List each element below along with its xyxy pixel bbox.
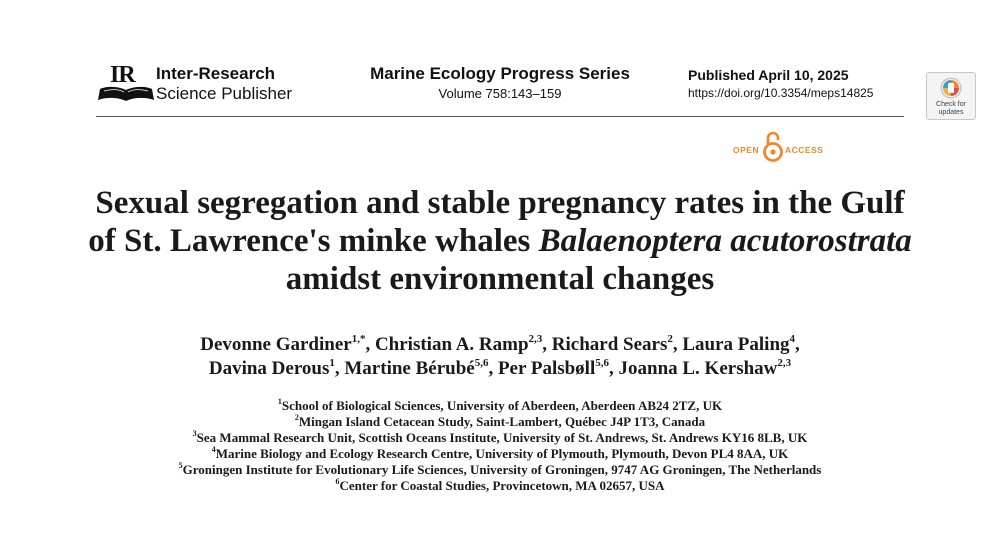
affiliation-text: Sea Mammal Research Unit, Scottish Ocean… xyxy=(196,430,808,445)
affiliation-number: 2 xyxy=(294,412,299,422)
open-access-access-text: ACCESS xyxy=(785,145,824,155)
author-name: Richard Sears xyxy=(551,334,668,355)
affiliation-list: 1School of Biological Sciences, Universi… xyxy=(80,396,920,494)
author-affiliation-sup: 2,3 xyxy=(528,332,543,345)
affiliation-text: School of Biological Sciences, Universit… xyxy=(281,398,723,413)
author-name: Davina Derous xyxy=(208,358,330,379)
author-separator: , xyxy=(365,334,375,355)
author-affiliation-sup: 2,3 xyxy=(777,356,792,369)
check-for-updates-line1: Check for xyxy=(936,101,966,108)
author-affiliation-sup: 5,6 xyxy=(595,356,609,369)
affiliation-item: 2Mingan Island Cetacean Study, Saint-Lam… xyxy=(80,412,920,430)
title-species: Balaenoptera acutorostrata xyxy=(538,223,912,259)
affiliation-number: 1 xyxy=(277,396,282,406)
publisher-logo: IR xyxy=(98,62,154,104)
publisher-logo-letters: IR xyxy=(110,62,136,88)
author-affiliation-sup: 1 xyxy=(329,356,335,369)
affiliation-text: Groningen Institute for Evolutionary Lif… xyxy=(182,462,822,477)
affiliation-item: 5Groningen Institute for Evolutionary Li… xyxy=(80,460,920,478)
doi-link[interactable]: https://doi.org/10.3354/meps14825 xyxy=(688,86,874,100)
publisher-block: IR Inter-Research Science Publisher xyxy=(98,62,308,106)
author-name: Per Palsbøll xyxy=(497,358,596,379)
affiliation-number: 4 xyxy=(211,444,216,454)
author-affiliation-sup: 1,* xyxy=(351,332,366,345)
author: Davina Derous1, xyxy=(208,356,345,379)
author-name: Joanna L. Kershaw xyxy=(618,358,778,379)
author-affiliation-sup: 5,6 xyxy=(474,356,489,369)
author-separator: , xyxy=(609,358,619,379)
author: Christian A. Ramp2,3, xyxy=(374,332,552,355)
author-affiliation-sup: 4 xyxy=(789,332,796,345)
author-separator: , xyxy=(334,358,345,379)
affiliation-item: 4Marine Biology and Ecology Research Cen… xyxy=(80,444,920,462)
author-list: Devonne Gardiner1,*, Christian A. Ramp2,… xyxy=(80,333,920,381)
check-for-updates-label: Check for updates xyxy=(927,101,975,116)
author-separator: , xyxy=(488,358,498,379)
affiliation-item: 3Sea Mammal Research Unit, Scottish Ocea… xyxy=(80,428,920,446)
author-separator: , xyxy=(542,334,552,355)
author-affiliation-sup: 2 xyxy=(667,332,673,345)
title-part1: Sexual segregation and stable pregnancy … xyxy=(88,185,905,259)
author: Per Palsbøll5,6, xyxy=(497,356,619,379)
published-date: Published April 10, 2025 xyxy=(688,67,849,83)
journal-volume: Volume 758:143–159 xyxy=(438,86,562,101)
author-name: Martine Bérubé xyxy=(344,358,475,379)
open-book-icon xyxy=(98,86,154,101)
publisher-name-line2: Science Publisher xyxy=(156,84,293,103)
affiliation-text: Center for Coastal Studies, Provincetown… xyxy=(339,478,665,493)
check-for-updates-button[interactable]: Check for updates xyxy=(926,72,976,120)
check-for-updates-line2: updates xyxy=(938,108,964,116)
affiliation-item: 6Center for Coastal Studies, Provincetow… xyxy=(80,476,920,494)
affiliation-number: 3 xyxy=(192,428,197,438)
author: Devonne Gardiner1,*, xyxy=(200,332,375,355)
affiliation-number: 6 xyxy=(335,476,340,486)
author-name: Laura Paling xyxy=(682,334,790,355)
title-part2: amidst environmental changes xyxy=(285,261,715,297)
affiliation-text: Marine Biology and Ecology Research Cent… xyxy=(215,446,789,461)
author: Richard Sears2, xyxy=(551,332,683,355)
affiliation-text: Mingan Island Cetacean Study, Saint-Lamb… xyxy=(298,414,706,429)
article-title: Sexual segregation and stable pregnancy … xyxy=(80,184,920,298)
author: Laura Paling4, xyxy=(682,332,800,355)
author: Joanna L. Kershaw2,3 xyxy=(618,356,792,379)
publisher-name-line1: Inter-Research xyxy=(156,64,276,83)
open-access-open-text: OPEN xyxy=(733,145,760,155)
author-name: Devonne Gardiner xyxy=(200,334,352,355)
affiliation-number: 5 xyxy=(178,460,183,470)
header-divider xyxy=(96,116,904,117)
author-separator: , xyxy=(795,334,800,355)
journal-name: Marine Ecology Progress Series xyxy=(370,64,630,83)
affiliation-item: 1School of Biological Sciences, Universi… xyxy=(80,396,920,414)
crossmark-icon xyxy=(940,77,962,99)
author-separator: , xyxy=(672,334,683,355)
open-lock-icon xyxy=(763,131,783,162)
open-access-badge: OPEN ACCESS xyxy=(733,131,833,163)
author-name: Christian A. Ramp xyxy=(374,334,529,355)
author: Martine Bérubé5,6, xyxy=(344,356,498,379)
